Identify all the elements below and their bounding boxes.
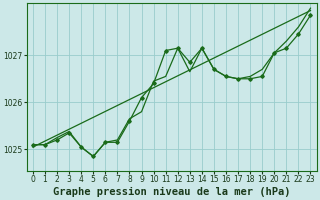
X-axis label: Graphe pression niveau de la mer (hPa): Graphe pression niveau de la mer (hPa) bbox=[53, 186, 291, 197]
